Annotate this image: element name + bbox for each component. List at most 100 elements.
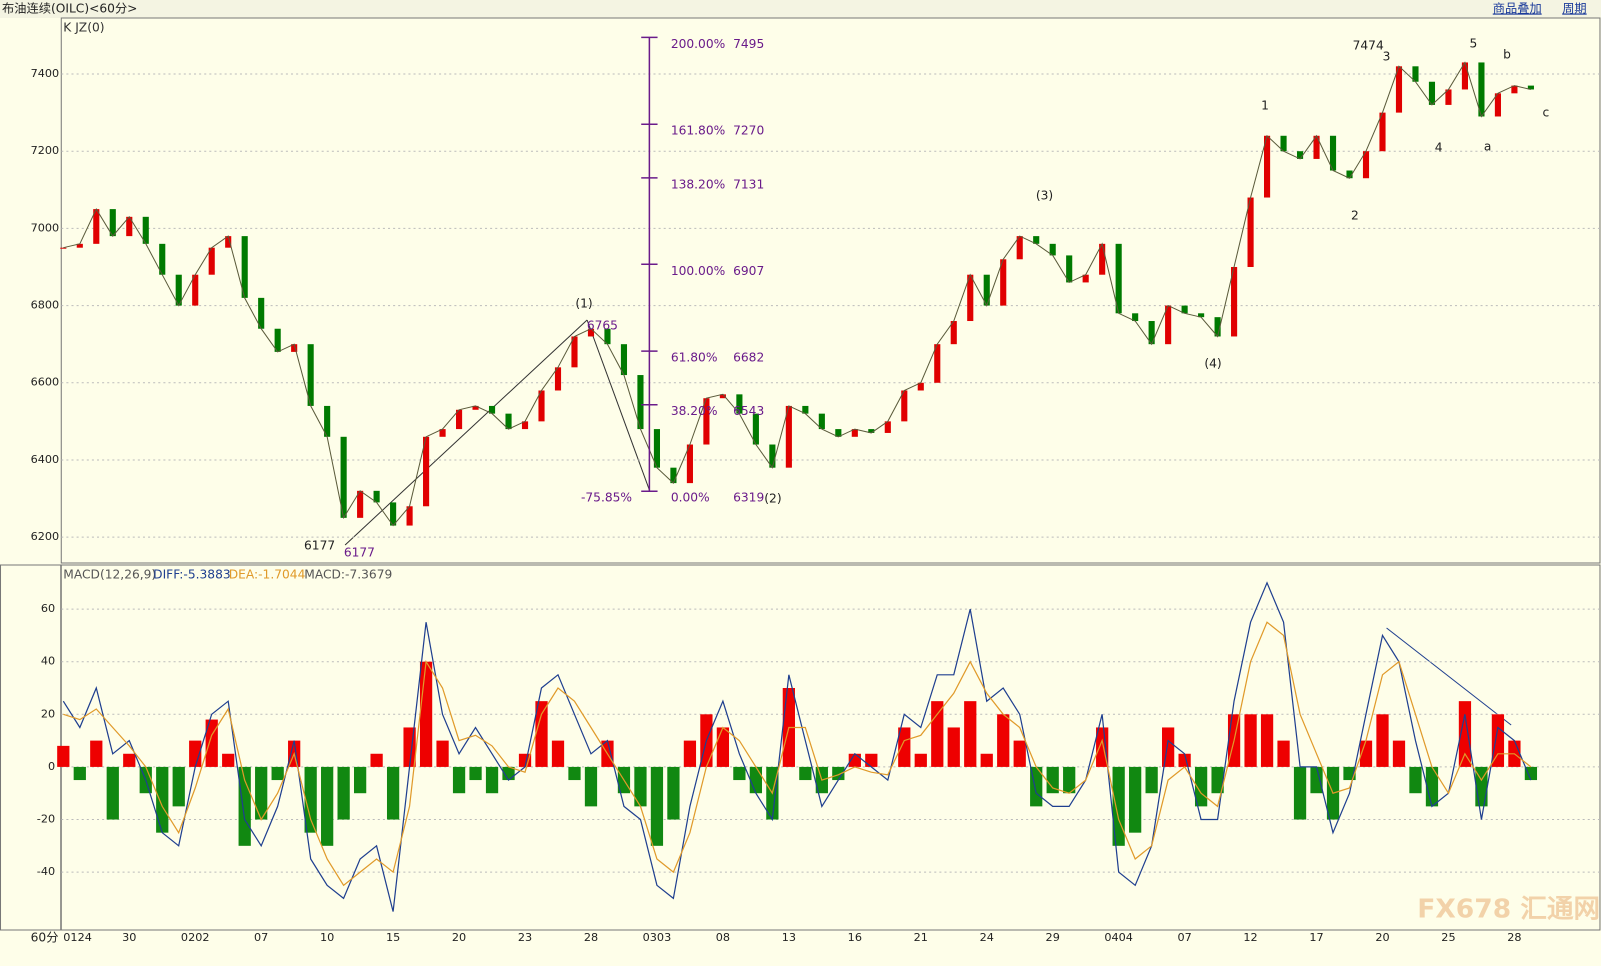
candle (1214, 317, 1221, 337)
macd-bar (436, 740, 449, 767)
fib-price: 6907 (733, 264, 764, 278)
fib-percent: 161.80% (671, 124, 725, 138)
window-title: 布油连续(OILC)<60分> (2, 1, 137, 16)
candle (1445, 89, 1452, 105)
fib-price: 6682 (733, 351, 764, 365)
wave-label: 5 (1469, 37, 1477, 51)
overlay-button[interactable]: 商品叠加 (1493, 1, 1542, 16)
candle (653, 429, 661, 468)
divergence-line (1386, 627, 1512, 726)
trend-line (344, 319, 588, 546)
fib-percent: 138.20% (671, 177, 725, 191)
macd-bar (485, 766, 499, 794)
macd-bar (370, 753, 383, 767)
wave-label: (2) (764, 492, 781, 506)
candle (406, 506, 413, 526)
candle (142, 216, 149, 244)
y-tick-label: 20 (41, 707, 55, 720)
macd-bar (1392, 740, 1406, 767)
macd-bar (683, 740, 697, 767)
macd-bar (337, 766, 350, 820)
candle (950, 321, 957, 345)
wave-label: c (1542, 106, 1549, 120)
candle (1165, 305, 1172, 345)
candle (571, 336, 578, 368)
y-tick-label: 60 (41, 602, 55, 615)
x-tick-label: 16 (848, 931, 862, 944)
candle (1198, 313, 1205, 318)
candle (785, 405, 792, 468)
candle (917, 382, 924, 391)
candle (439, 429, 446, 437)
candle (637, 375, 644, 430)
macd-bar (1211, 766, 1224, 794)
x-tick-label: 15 (386, 931, 400, 944)
candle (521, 421, 529, 430)
candle (357, 490, 364, 518)
macd-bar (1524, 766, 1538, 781)
candle (1346, 170, 1353, 179)
candle (1461, 62, 1469, 90)
legend-entry: MACD:-7.3679 (304, 568, 392, 582)
macd-bar (667, 766, 680, 820)
candle (455, 409, 463, 430)
fib-percent: 100.00% (671, 264, 725, 278)
x-tick-label: 24 (980, 931, 994, 944)
macd-bar (1244, 714, 1257, 767)
candle (934, 344, 941, 383)
candle (126, 216, 133, 237)
candle (1033, 236, 1040, 244)
candle (1329, 135, 1337, 171)
fib-price: 7131 (733, 177, 764, 191)
macd-bar (947, 727, 960, 767)
x-tick-label: 30 (122, 931, 136, 944)
macd-bar (73, 766, 86, 781)
candle (76, 243, 83, 248)
macd-bar (172, 766, 185, 807)
y-tick-label: 6800 (31, 299, 60, 312)
candle (159, 243, 166, 275)
candle (818, 413, 825, 430)
candle (1296, 151, 1304, 159)
macd-bar (304, 766, 317, 833)
macd-bar (650, 766, 664, 846)
candle (1428, 81, 1436, 105)
candle (769, 444, 776, 468)
macd-bar (1491, 714, 1505, 767)
x-tick-label: 20 (1375, 931, 1389, 944)
macd-bar (1260, 714, 1274, 767)
macd-bar (353, 766, 367, 794)
wave-label: 6765 (587, 319, 618, 333)
fib-percent: 200.00% (671, 37, 725, 51)
y-tick-label: 6400 (31, 453, 60, 466)
macd-bar (980, 753, 993, 767)
macd-bar (189, 740, 202, 767)
candle (1247, 197, 1254, 267)
candle (884, 421, 891, 433)
candle (1280, 135, 1287, 152)
macd-bar (832, 766, 845, 781)
candle (1016, 236, 1023, 260)
x-tick-label: 07 (1177, 931, 1191, 944)
wave-label: 6177 (344, 546, 375, 560)
macd-bar (716, 727, 730, 767)
x-tick-label: 12 (1243, 931, 1257, 944)
candle (390, 502, 397, 526)
candle (686, 444, 693, 484)
macd-bar (1145, 766, 1158, 794)
period-button[interactable]: 周期 (1562, 2, 1586, 16)
macd-bar (1310, 766, 1323, 794)
y-tick-label: -20 (37, 813, 55, 826)
x-tick-label: 07 (254, 931, 268, 944)
candle (1264, 135, 1271, 198)
macd-bar (1277, 740, 1290, 767)
y-tick-label: -40 (37, 865, 55, 878)
candle (604, 328, 611, 345)
candle (423, 436, 430, 507)
y-tick-label: 7200 (31, 144, 60, 157)
wave-label: 2 (1351, 209, 1359, 223)
fib-price: 6319 (733, 491, 764, 505)
candle (324, 405, 331, 437)
macd-bar (964, 701, 977, 767)
